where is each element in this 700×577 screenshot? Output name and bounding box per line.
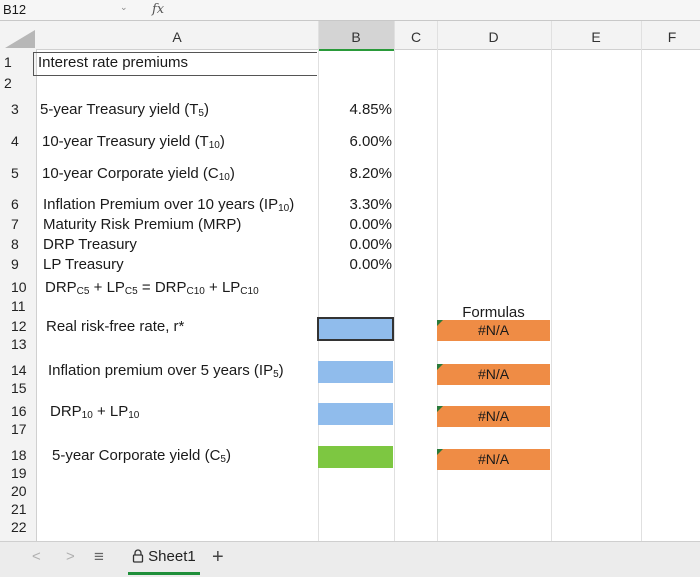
label-inflation-premium-10yr[interactable]: Inflation Premium over 10 years (IP10)	[43, 196, 295, 214]
label-lp-treasury[interactable]: LP Treasury	[43, 256, 124, 273]
sheet-tab-bar: < > ≡ Sheet1 +	[0, 541, 700, 577]
input-cell-b14[interactable]	[318, 361, 393, 383]
row-header[interactable]: 9	[11, 256, 19, 272]
value-drp-treasury[interactable]: 0.00%	[349, 236, 392, 253]
formula-cell-d12[interactable]: #N/A	[437, 320, 550, 341]
row-header[interactable]: 15	[11, 380, 27, 396]
select-all-corner[interactable]	[5, 30, 35, 48]
gridline	[641, 21, 642, 541]
column-header-c[interactable]: C	[410, 29, 422, 45]
gridline	[318, 21, 319, 541]
label-10yr-treasury[interactable]: 10-year Treasury yield (T10)	[42, 133, 225, 151]
value-10yr-treasury[interactable]: 6.00%	[349, 133, 392, 150]
label-5yr-treasury[interactable]: 5-year Treasury yield (T5)	[40, 101, 209, 119]
error-marker	[437, 364, 443, 370]
formula-input[interactable]	[175, 0, 695, 20]
formula-cell-d18[interactable]: #N/A	[437, 449, 550, 470]
column-header-f[interactable]: F	[667, 29, 677, 45]
column-header-a[interactable]: A	[172, 29, 182, 45]
row-header[interactable]: 22	[11, 519, 27, 535]
row-header[interactable]: 2	[4, 75, 12, 91]
sheet-title[interactable]: Interest rate premiums	[38, 54, 189, 71]
row-header[interactable]: 13	[11, 336, 27, 352]
row-header[interactable]: 18	[11, 447, 27, 463]
input-cell-b12[interactable]	[317, 317, 394, 341]
row-header[interactable]: 16	[11, 403, 27, 419]
fx-icon: fx	[152, 2, 165, 17]
chevron-down-icon[interactable]: ⌄	[120, 2, 128, 12]
value-inflation-premium-10yr[interactable]: 3.30%	[349, 196, 392, 213]
label-5yr-corporate[interactable]: 5-year Corporate yield (C5)	[52, 447, 231, 465]
row-header[interactable]: 10	[11, 279, 27, 295]
label-10yr-corporate[interactable]: 10-year Corporate yield (C10)	[42, 165, 235, 183]
row-header[interactable]: 8	[11, 236, 19, 252]
row-header[interactable]: 7	[11, 216, 19, 232]
label-maturity-risk-premium[interactable]: Maturity Risk Premium (MRP)	[43, 216, 242, 233]
error-marker	[437, 406, 443, 412]
lock-icon	[132, 544, 144, 574]
row-header[interactable]: 17	[11, 421, 27, 437]
prev-sheet-button[interactable]: <	[32, 548, 41, 565]
next-sheet-button[interactable]: >	[66, 548, 75, 565]
row-header[interactable]: 11	[11, 298, 26, 314]
value-lp-treasury[interactable]: 0.00%	[349, 256, 392, 273]
column-header-row: A B C D E F	[0, 21, 700, 51]
row-header[interactable]: 20	[11, 483, 27, 499]
value-maturity-risk-premium[interactable]: 0.00%	[349, 216, 392, 233]
row-header[interactable]: 14	[11, 362, 27, 378]
value-5yr-treasury[interactable]: 4.85%	[349, 101, 392, 118]
label-drp-treasury[interactable]: DRP Treasury	[43, 236, 137, 253]
value-10yr-corporate[interactable]: 8.20%	[349, 165, 392, 182]
row-header[interactable]: 21	[11, 501, 27, 517]
formula-cell-d16[interactable]: #N/A	[437, 406, 550, 427]
input-cell-b16[interactable]	[318, 403, 393, 425]
label-drp10-lp10[interactable]: DRP10 + LP10	[50, 403, 140, 421]
row-header[interactable]: 4	[11, 133, 19, 149]
name-box[interactable]: B12	[3, 2, 27, 17]
label-real-risk-free-rate[interactable]: Real risk-free rate, r*	[46, 318, 185, 335]
formula-cell-d14[interactable]: #N/A	[437, 364, 550, 385]
cell-a1-border	[33, 52, 317, 76]
sheet-tab-label: Sheet1	[148, 548, 196, 565]
gridline	[437, 21, 438, 541]
input-cell-b18[interactable]	[318, 446, 393, 468]
formulas-header[interactable]: Formulas	[462, 304, 525, 321]
error-marker	[437, 320, 443, 326]
label-drp-lp-equation[interactable]: DRPC5 + LPC5 = DRPC10 + LPC10	[45, 279, 259, 297]
column-header-d[interactable]: D	[488, 29, 499, 45]
gridline	[551, 21, 552, 541]
row-header-column	[0, 49, 37, 541]
tab-sheet1[interactable]: Sheet1	[128, 542, 200, 575]
error-marker	[437, 449, 443, 455]
row-header[interactable]: 12	[11, 318, 27, 334]
label-inflation-premium-5yr[interactable]: Inflation premium over 5 years (IP5)	[48, 362, 284, 380]
sheet-list-menu-icon[interactable]: ≡	[94, 547, 104, 566]
row-header[interactable]: 6	[11, 196, 19, 212]
row-header[interactable]: 5	[11, 165, 19, 181]
formula-bar	[0, 0, 700, 21]
row-header[interactable]: 19	[11, 465, 27, 481]
add-sheet-button[interactable]: +	[212, 546, 224, 568]
column-header-e[interactable]: E	[591, 29, 601, 45]
gridline	[394, 21, 395, 541]
column-header-b[interactable]: B	[318, 21, 394, 51]
row-header[interactable]: 3	[11, 101, 19, 117]
row-header[interactable]: 1	[4, 54, 12, 70]
